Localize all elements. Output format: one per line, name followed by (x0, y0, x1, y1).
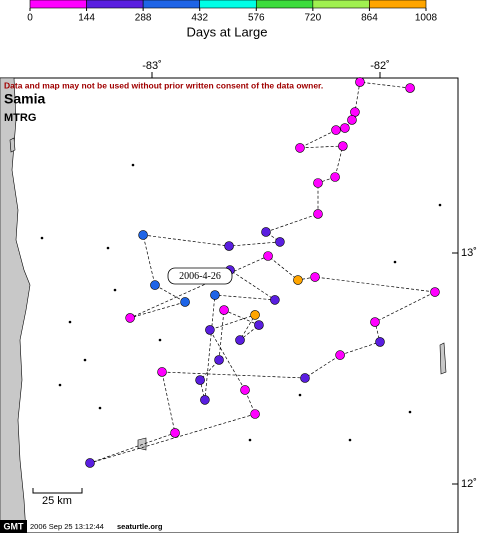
track-point (170, 428, 180, 438)
track-point (293, 275, 303, 285)
lon-label: -83˚ (142, 60, 162, 72)
track-point (210, 290, 220, 300)
track-point (310, 272, 320, 282)
track-point (250, 310, 260, 320)
colorbar-tick-label: 432 (191, 13, 208, 24)
track-point (214, 355, 224, 365)
track-point (405, 83, 415, 93)
track-point (235, 335, 245, 345)
track-point (263, 251, 273, 261)
footer-time: 2006 Sep 25 13:12:44 (30, 522, 104, 531)
colorbar-segment (312, 0, 370, 9)
colorbar-segment (86, 0, 144, 9)
track-point (295, 143, 305, 153)
track-point (340, 123, 350, 133)
depth-points (40, 163, 442, 442)
colorbar-tick-label: 144 (78, 13, 95, 24)
track-point (200, 395, 210, 405)
colorbar-segment (369, 0, 427, 9)
colorbar-segment (142, 0, 201, 9)
colorbar-tick-label: 288 (135, 13, 152, 24)
date-label: 2006-4-26 (179, 271, 221, 282)
colorbar-segment (199, 0, 257, 9)
islands (9, 137, 447, 451)
track-point (224, 241, 234, 251)
map-frame (0, 77, 459, 533)
footer-logo: GMT (4, 521, 24, 531)
track-point (331, 125, 341, 135)
track-point (219, 305, 229, 315)
map-subtitle: MTRG (4, 112, 36, 124)
colorbar-label: Days at Large (187, 24, 268, 39)
coastline (0, 77, 31, 533)
track-point (261, 227, 271, 237)
track-point (157, 367, 167, 377)
track-point (313, 209, 323, 219)
map-title: Samia (4, 91, 45, 107)
colorbar-segment (255, 0, 314, 9)
scale-bar (32, 488, 83, 494)
lat-label: 13˚ (461, 247, 477, 259)
track-point (300, 373, 310, 383)
track-point (375, 337, 385, 347)
footer-logo-box (0, 520, 27, 533)
track-point (330, 172, 340, 182)
track-point (347, 115, 357, 125)
colorbar-tick-label: 864 (361, 13, 378, 24)
track-point (430, 287, 440, 297)
lat-label: 12˚ (461, 478, 477, 490)
scale-label: 25 km (42, 495, 72, 507)
notice: Data and map may not be used without pri… (4, 80, 323, 90)
lon-label: -82˚ (370, 60, 390, 72)
track-point (85, 458, 95, 468)
track-point (138, 230, 148, 240)
track-line (89, 81, 437, 464)
colorbar-segment (29, 0, 87, 9)
track-point (125, 313, 135, 323)
track-point (355, 77, 365, 87)
track-point (180, 297, 190, 307)
track-point (338, 141, 348, 151)
footer-site: seaturtle.org (117, 522, 163, 531)
track-point (313, 178, 323, 188)
track-point (205, 325, 215, 335)
track-point (370, 317, 380, 327)
track-point (335, 350, 345, 360)
track-point (240, 385, 250, 395)
track-point (270, 295, 280, 305)
colorbar-tick-label: 576 (248, 13, 265, 24)
colorbar-tick-label: 0 (27, 13, 33, 24)
colorbar-tick-label: 1008 (415, 13, 438, 24)
track-point (250, 409, 260, 419)
colorbar-tick-label: 720 (305, 13, 322, 24)
track-point (275, 237, 285, 247)
track-point (150, 280, 160, 290)
date-label-box (167, 267, 233, 285)
track-point (254, 320, 264, 330)
track-point (195, 375, 205, 385)
